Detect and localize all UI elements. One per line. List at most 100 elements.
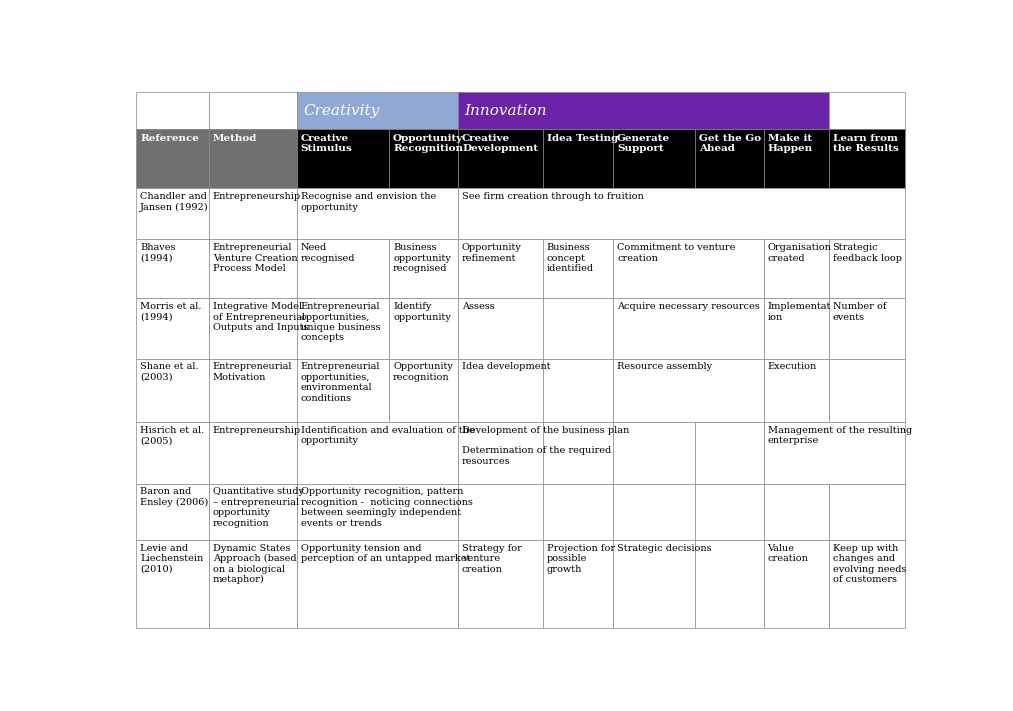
Bar (458, 299, 543, 358)
Text: Creativity: Creativity (303, 104, 379, 117)
Bar (764, 422, 906, 483)
Bar (209, 422, 297, 483)
Bar (613, 129, 695, 188)
Bar (613, 422, 695, 483)
Bar (829, 299, 906, 358)
Bar (209, 92, 297, 129)
Bar (764, 129, 829, 188)
Bar (829, 92, 906, 129)
Bar (297, 540, 458, 629)
Bar (209, 240, 297, 299)
Text: Entrepreneurial
Motivation: Entrepreneurial Motivation (213, 363, 293, 382)
Bar (829, 540, 906, 629)
Text: Quantitative study
– entrepreneurial
opportunity
recognition: Quantitative study – entrepreneurial opp… (213, 487, 304, 528)
Bar (695, 540, 764, 629)
Text: Idea Testing: Idea Testing (547, 134, 618, 143)
Text: Strategic
feedback loop: Strategic feedback loop (833, 243, 902, 262)
Text: Recognise and envision the
opportunity: Recognise and envision the opportunity (301, 192, 436, 212)
Text: Opportunity
refinement: Opportunity refinement (462, 243, 522, 262)
Text: Opportunity
recognition: Opportunity recognition (393, 363, 453, 382)
Bar (209, 188, 297, 240)
Bar (136, 188, 209, 240)
Text: Resource assembly: Resource assembly (617, 363, 712, 371)
Bar (209, 299, 297, 358)
Bar (613, 483, 695, 540)
Text: Strategy for
venture
creation: Strategy for venture creation (462, 544, 522, 574)
Text: Get the Go
Ahead: Get the Go Ahead (699, 134, 761, 154)
Text: Baron and
Ensley (2006): Baron and Ensley (2006) (140, 487, 209, 507)
Text: Projection for
possible
growth: Projection for possible growth (547, 544, 615, 574)
Text: Chandler and
Jansen (1992): Chandler and Jansen (1992) (140, 192, 209, 212)
Text: See firm creation through to fruition: See firm creation through to fruition (462, 192, 643, 201)
Bar (695, 422, 764, 483)
Text: Number of
events: Number of events (833, 302, 886, 321)
Bar (543, 540, 613, 629)
Text: Value
creation: Value creation (768, 544, 808, 563)
Bar (543, 422, 613, 483)
Bar (458, 240, 543, 299)
Text: Strategic decisions: Strategic decisions (617, 544, 712, 552)
Bar (136, 358, 209, 422)
Bar (543, 240, 613, 299)
Bar (764, 299, 829, 358)
Bar (829, 129, 906, 188)
Bar (389, 299, 458, 358)
Text: Entrepreneurial
opportunities,
environmental
conditions: Entrepreneurial opportunities, environme… (301, 363, 380, 402)
Text: Implementat
ion: Implementat ion (768, 302, 831, 321)
Bar (389, 240, 458, 299)
Text: Entrepreneurship: Entrepreneurship (213, 426, 301, 434)
Text: Idea development: Idea development (462, 363, 551, 371)
Text: Generate
Support: Generate Support (617, 134, 671, 154)
Text: Entrepreneurial
opportunities,
unique business
concepts: Entrepreneurial opportunities, unique bu… (301, 302, 380, 343)
Bar (829, 483, 906, 540)
Bar (136, 240, 209, 299)
Bar (829, 240, 906, 299)
Text: Dynamic States
Approach (based
on a biological
metaphor): Dynamic States Approach (based on a biol… (213, 544, 297, 584)
Text: Creative
Stimulus: Creative Stimulus (301, 134, 353, 154)
Bar (543, 299, 613, 358)
Bar (389, 358, 458, 422)
Text: Business
opportunity
recognised: Business opportunity recognised (393, 243, 451, 273)
Text: Keep up with
changes and
evolving needs
of customers: Keep up with changes and evolving needs … (833, 544, 906, 584)
Bar (389, 129, 458, 188)
Text: Management of the resulting
enterprise: Management of the resulting enterprise (768, 426, 912, 445)
Bar (829, 358, 906, 422)
Text: Opportunity tension and
perception of an untapped market: Opportunity tension and perception of an… (301, 544, 470, 563)
Bar (764, 540, 829, 629)
Bar (458, 188, 906, 240)
Text: Execution: Execution (768, 363, 816, 371)
Text: Hisrich et al.
(2005): Hisrich et al. (2005) (140, 426, 205, 445)
Text: Acquire necessary resources: Acquire necessary resources (617, 302, 760, 311)
Text: Bhaves
(1994): Bhaves (1994) (140, 243, 175, 262)
Bar (136, 483, 209, 540)
Text: Identification and evaluation of the
opportunity: Identification and evaluation of the opp… (301, 426, 474, 445)
Bar (297, 483, 458, 540)
Bar (695, 483, 764, 540)
Text: Opportunity recognition, pattern
recognition -  noticing connections
between see: Opportunity recognition, pattern recogni… (301, 487, 472, 528)
Text: Reference: Reference (140, 134, 199, 143)
Text: Identify
opportunity: Identify opportunity (393, 302, 451, 321)
Text: Shane et al.
(2003): Shane et al. (2003) (140, 363, 199, 382)
Text: Creative
Development: Creative Development (462, 134, 538, 154)
Bar (297, 358, 389, 422)
Text: Innovation: Innovation (464, 104, 547, 117)
Bar (458, 422, 543, 483)
Bar (764, 358, 829, 422)
Text: Make it
Happen: Make it Happen (768, 134, 812, 154)
Bar (543, 358, 613, 422)
Bar (209, 540, 297, 629)
Text: Entrepreneurship: Entrepreneurship (213, 192, 301, 201)
Text: Integrative Model
of Entrepreneurial
Outputs and Inputs: Integrative Model of Entrepreneurial Out… (213, 302, 308, 332)
Bar (458, 92, 829, 129)
Bar (136, 540, 209, 629)
Text: Morris et al.
(1994): Morris et al. (1994) (140, 302, 202, 321)
Bar (136, 92, 209, 129)
Bar (297, 299, 389, 358)
Bar (297, 188, 458, 240)
Bar (543, 129, 613, 188)
Text: Business
concept
identified: Business concept identified (547, 243, 594, 273)
Bar (695, 129, 764, 188)
Bar (613, 540, 695, 629)
Bar (209, 358, 297, 422)
Bar (543, 483, 613, 540)
